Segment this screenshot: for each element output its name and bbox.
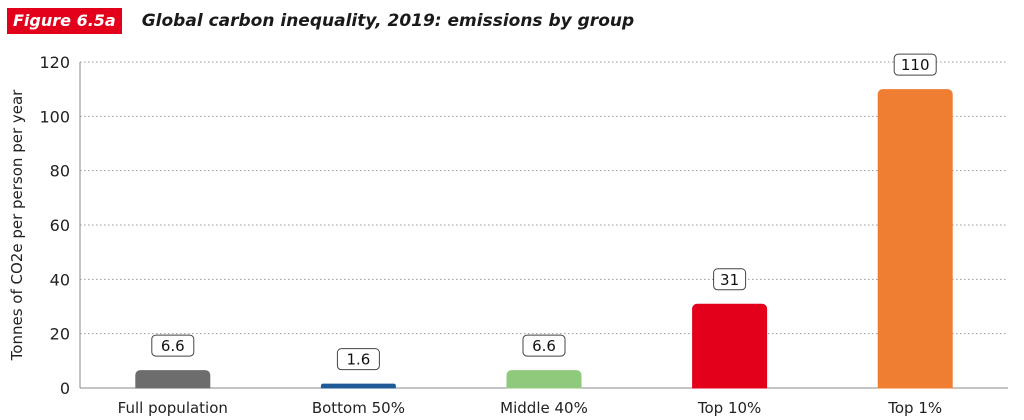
y-tick-label: 40 bbox=[50, 270, 70, 289]
bar bbox=[506, 370, 582, 393]
axis-mask bbox=[80, 388, 1008, 397]
y-tick-label: 120 bbox=[39, 53, 70, 72]
data-label: 110 bbox=[901, 56, 930, 74]
data-label-box bbox=[893, 53, 937, 76]
chart-title: Global carbon inequality, 2019: emission… bbox=[141, 11, 635, 31]
data-label-box bbox=[522, 334, 566, 357]
bar bbox=[877, 89, 953, 394]
data-label: 6.6 bbox=[532, 337, 556, 355]
x-tick-label: Top 10% bbox=[697, 399, 761, 417]
x-tick-label: Full population bbox=[118, 399, 228, 417]
y-tick-label: 0 bbox=[60, 379, 70, 398]
y-tick-label: 60 bbox=[50, 216, 70, 235]
y-tick-label: 100 bbox=[39, 107, 70, 126]
y-axis-label: Tonnes of CO2e per person per year bbox=[8, 89, 26, 362]
bar bbox=[692, 303, 768, 393]
data-label: 6.6 bbox=[161, 337, 185, 355]
data-label-box bbox=[151, 334, 195, 357]
data-label: 31 bbox=[720, 271, 739, 289]
x-tick-label: Bottom 50% bbox=[312, 399, 405, 417]
figure-header: Figure 6.5a Global carbon inequality, 20… bbox=[7, 8, 634, 34]
figure-label: Figure 6.5a bbox=[7, 8, 122, 34]
y-tick-label: 80 bbox=[50, 162, 70, 181]
bar bbox=[135, 370, 211, 393]
data-label-box bbox=[336, 348, 380, 371]
data-label-box bbox=[713, 268, 747, 291]
data-label: 1.6 bbox=[346, 351, 370, 369]
x-tick-label: Middle 40% bbox=[500, 399, 588, 417]
y-tick-label: 20 bbox=[50, 325, 70, 344]
x-tick-label: Top 1% bbox=[887, 399, 942, 417]
